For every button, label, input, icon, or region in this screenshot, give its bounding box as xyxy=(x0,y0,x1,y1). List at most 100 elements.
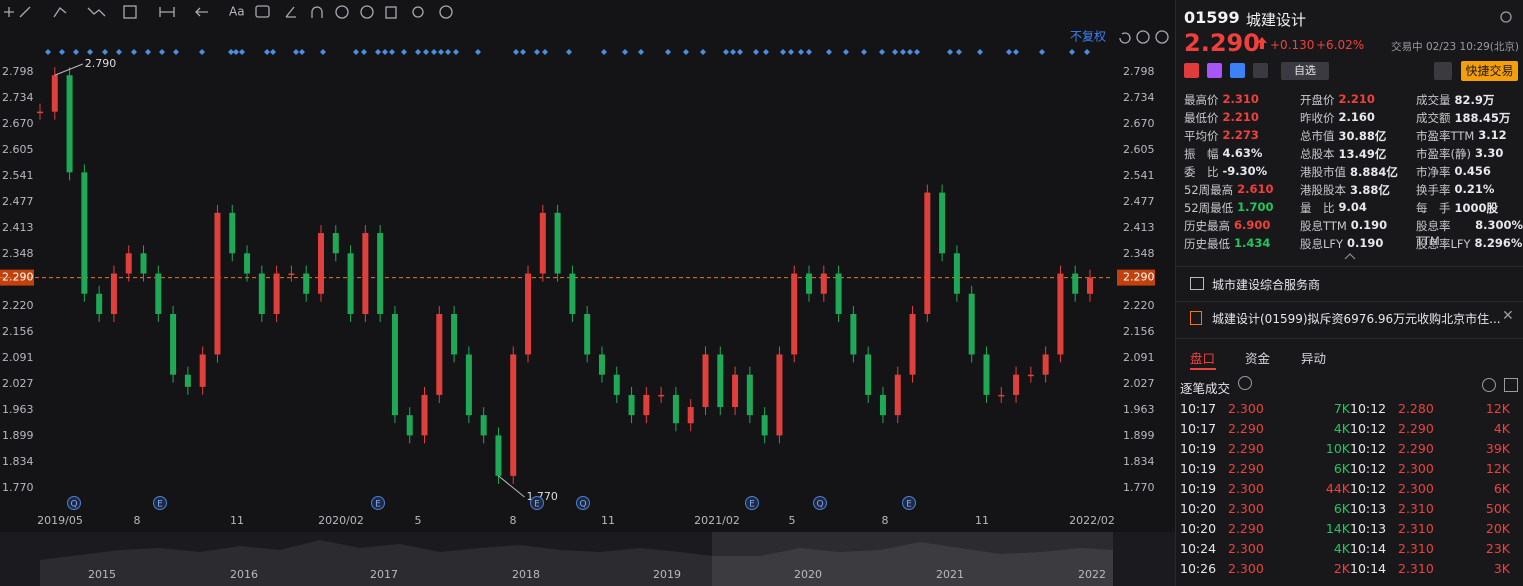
company-profile[interactable]: 城市建设综合服务商 xyxy=(1212,278,1321,292)
stat-value: 1.434 xyxy=(1234,236,1271,250)
stat-value: 0.190 xyxy=(1350,218,1388,232)
arrow-tool[interactable] xyxy=(195,7,208,17)
event-dot xyxy=(239,49,245,55)
stat-item: 总股本 13.49亿 xyxy=(1300,146,1386,162)
stat-item: 平均价 2.273 xyxy=(1184,128,1259,144)
close-news[interactable]: ✕ xyxy=(1502,308,1514,324)
text-tool[interactable]: Aa xyxy=(229,5,245,19)
watch-button[interactable]: 自选 xyxy=(1281,62,1329,80)
trade-time: 10:19 xyxy=(1180,441,1217,456)
news-headline[interactable]: 城建设计(01599)拟斥资6976.96万元收购北京市住... xyxy=(1212,312,1501,326)
stat-label: 振 幅 xyxy=(1184,147,1219,161)
delete-tool[interactable] xyxy=(385,6,397,19)
navigator-window[interactable] xyxy=(712,532,1113,586)
event-dot xyxy=(159,49,165,55)
stat-value: 3.12 xyxy=(1478,128,1507,142)
event-dot xyxy=(907,49,913,55)
candle-body xyxy=(451,313,458,355)
stat-value: 2.610 xyxy=(1237,182,1274,196)
stat-label: 市净率 xyxy=(1416,165,1451,179)
trade-status: 交易中 02/23 10:29(北京) xyxy=(1391,41,1519,53)
current-price-tag xyxy=(1117,269,1155,286)
event-dot xyxy=(453,49,459,55)
stat-value: 1.700 xyxy=(1237,200,1274,214)
last-price: 2.290 xyxy=(1184,29,1260,57)
kline-chart: Aa 不复权 2.798 2.798 2.734 2.734 2.670 2.670 2.6… xyxy=(0,4,1169,586)
crosshair-tool[interactable] xyxy=(4,7,14,17)
collapse-arrow[interactable] xyxy=(1344,252,1356,260)
info-icon[interactable] xyxy=(1238,376,1252,390)
y-tick-label: 2.798 xyxy=(2,65,34,78)
candle-body xyxy=(702,354,709,408)
tab-movement[interactable]: 异动 xyxy=(1301,351,1327,366)
event-dot xyxy=(293,49,299,55)
stat-value: 9.04 xyxy=(1338,200,1367,214)
polyline-tool[interactable] xyxy=(53,7,67,18)
candle-body xyxy=(613,374,620,395)
stat-item: 振 幅 4.63% xyxy=(1184,146,1262,162)
stat-label: 开盘价 xyxy=(1300,93,1335,107)
y-tick-label: 2.541 xyxy=(2,169,34,182)
zoom-in[interactable] xyxy=(1155,30,1169,44)
candle-body xyxy=(539,212,546,274)
y-tick-label: 2.348 xyxy=(2,247,34,260)
tab-capital[interactable]: 资金 xyxy=(1245,351,1271,366)
event-dot xyxy=(102,49,108,55)
trade-volume: 10K xyxy=(1325,441,1350,456)
event-marker xyxy=(576,496,590,510)
measure-tool[interactable] xyxy=(123,5,137,19)
more-icon[interactable] xyxy=(1482,378,1496,392)
candle-body xyxy=(377,233,384,314)
magnet-tool[interactable] xyxy=(311,6,323,18)
stat-item: 量 比 9.04 xyxy=(1300,200,1367,216)
stat-value: 3.30 xyxy=(1474,146,1504,160)
trade-price: 2.290 xyxy=(1228,421,1264,436)
settings-tool[interactable] xyxy=(439,5,453,19)
x-tick-label: 11 xyxy=(601,514,615,527)
candle-body xyxy=(317,233,324,294)
tab-orderbook[interactable]: 盘口 xyxy=(1190,351,1216,366)
event-dot xyxy=(423,49,429,55)
event-marker xyxy=(67,496,81,510)
y-tick-label: 2.670 xyxy=(1123,117,1155,130)
adjust-mode[interactable]: 不复权 xyxy=(1070,30,1106,44)
candle-body xyxy=(1057,273,1064,355)
y-tick-label: 2.798 xyxy=(1123,65,1155,78)
range-tool[interactable] xyxy=(159,7,175,17)
event-dot xyxy=(415,49,421,55)
candle-body xyxy=(199,354,206,387)
line-tool[interactable] xyxy=(19,6,31,18)
trade-price: 2.310 xyxy=(1398,501,1434,516)
candle-body xyxy=(939,192,946,254)
stat-label: 市盈率TTM xyxy=(1416,129,1475,143)
event-dot xyxy=(199,49,205,55)
candle-body xyxy=(791,273,798,355)
candle-body xyxy=(953,253,960,294)
y-tick-label: 1.963 xyxy=(1123,403,1155,416)
trade-volume: 4K xyxy=(1333,541,1350,556)
high-note: 2.790 xyxy=(85,57,117,70)
wave-tool[interactable] xyxy=(87,7,106,17)
settings-icon[interactable] xyxy=(1499,10,1513,24)
compare-tool[interactable] xyxy=(412,6,424,18)
quick-trade-button[interactable]: 快捷交易 xyxy=(1461,61,1518,81)
event-dot xyxy=(1084,49,1090,55)
stat-item: 最低价 2.210 xyxy=(1184,110,1259,126)
event-marker xyxy=(371,496,385,510)
stat-item: 开盘价 2.210 xyxy=(1300,92,1375,108)
candle-body xyxy=(495,435,502,476)
alert-button[interactable] xyxy=(1434,62,1452,80)
trade-row: 10:20 2.300 6K xyxy=(1180,501,1350,521)
angle-tool[interactable] xyxy=(285,6,296,18)
hide-tool[interactable] xyxy=(360,5,374,19)
stat-label: 股息TTM xyxy=(1300,219,1347,233)
note-tool[interactable] xyxy=(255,5,270,18)
visibility-tool[interactable] xyxy=(335,5,349,19)
zoom-out[interactable] xyxy=(1136,30,1150,44)
event-marker xyxy=(813,496,827,510)
list-icon[interactable] xyxy=(1504,378,1518,392)
candle-body xyxy=(569,273,576,314)
stock-name: 城建设计 xyxy=(1246,11,1307,29)
event-marker-label: E xyxy=(749,500,755,510)
reset-button[interactable] xyxy=(1119,32,1131,44)
